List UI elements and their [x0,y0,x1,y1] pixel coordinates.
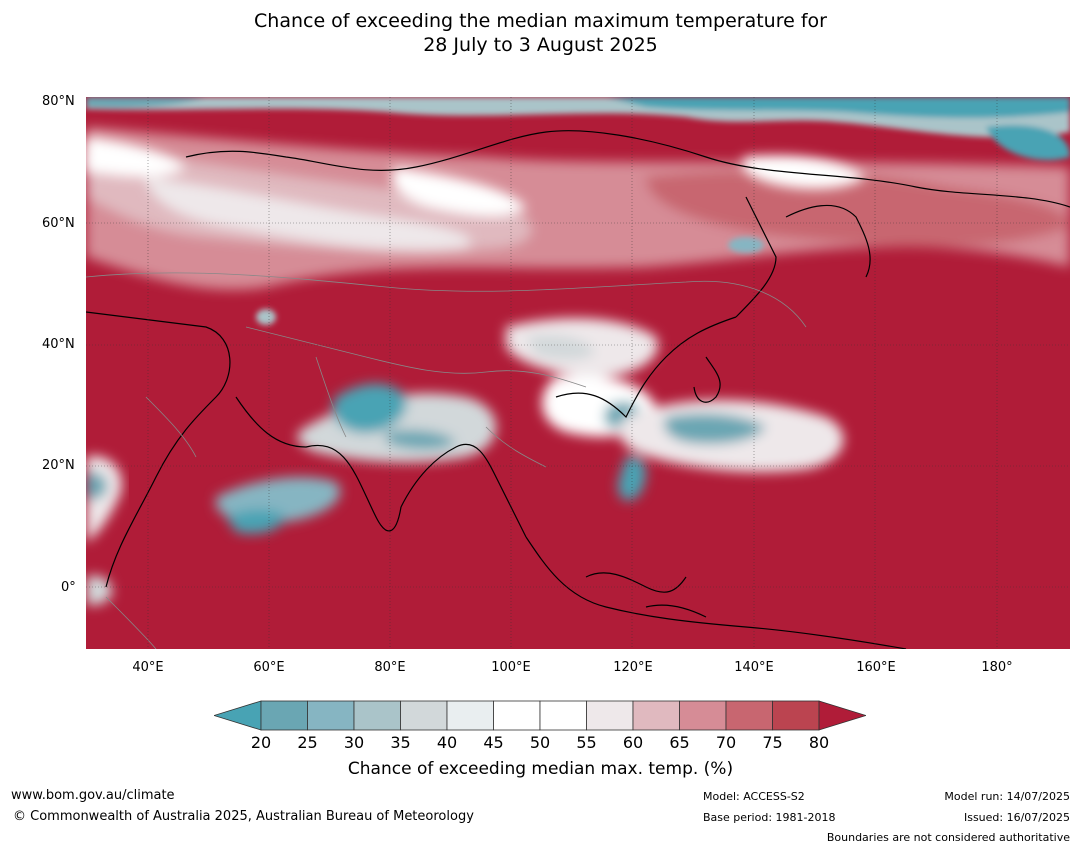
lon-label-60e: 60°E [253,660,285,675]
legend-tick-label: 70 [715,733,737,752]
model-run-date: Model run: 14/07/2025 [944,790,1070,803]
lake-feature [256,237,764,325]
map-title-line1: Chance of exceeding the median maximum t… [254,10,827,32]
map-graticule [86,97,1070,649]
legend-color-bin [307,700,355,731]
legend-color-bin [679,700,727,731]
legend-color-bin [400,700,448,731]
lon-label-120e: 120°E [613,660,653,675]
lon-label-160e: 160°E [856,660,896,675]
legend-tick-label: 80 [808,733,830,752]
lat-label-40n: 40°N [42,337,75,352]
country-borders [86,272,807,649]
legend-color-bin [539,700,587,731]
website-link[interactable]: www.bom.gov.au/climate [11,788,175,803]
probability-map [86,97,1070,649]
model-name: Model: ACCESS-S2 [703,790,805,803]
legend-tick-label: 30 [343,733,365,752]
lon-label-140e: 140°E [734,660,774,675]
legend-color-bin [260,700,308,731]
legend-tick-label: 35 [390,733,411,752]
legend-tick-label: 20 [250,733,272,752]
tibet-anomaly-region [297,383,496,463]
arabian-sea-anomaly [216,477,341,534]
lat-label-20n: 20°N [42,458,75,473]
legend-color-bin [493,700,541,731]
legend-title: Chance of exceeding median max. temp. (%… [347,759,734,779]
africa-anomaly [86,456,122,606]
legend-extend-high [818,700,866,731]
legend-colorbar [214,700,866,731]
legend-color-bin [353,700,401,731]
legend-tick-label: 45 [483,733,504,752]
lon-label-40e: 40°E [132,660,164,675]
base-period: Base period: 1981-2018 [703,811,836,824]
legend-tick-label: 25 [297,733,318,752]
lon-label-80e: 80°E [374,660,406,675]
arctic-teal-strip [86,97,1070,161]
legend-tick-label: 50 [529,733,551,752]
map-title-line2: 28 July to 3 August 2025 [423,34,658,56]
legend-color-bin [586,700,634,731]
legend-color-bin [725,700,773,731]
copyright-text: © Commonwealth of Australia 2025, Austra… [13,809,474,824]
lat-label-equator: 0° [61,580,76,595]
legend-color-bin [446,700,494,731]
east-asia-anomaly [506,318,844,501]
legend-color-bin [632,700,680,731]
legend-extend-low [214,700,262,731]
legend-tick-label: 75 [762,733,783,752]
lon-label-180: 180° [981,660,1013,675]
legend-tick-label: 60 [622,733,644,752]
siberia-neutral-zone [86,137,866,250]
boundaries-disclaimer: Boundaries are not considered authoritat… [826,831,1070,844]
lat-label-60n: 60°N [42,216,75,231]
legend-tick-label: 40 [436,733,458,752]
lat-label-80n: 80°N [42,94,75,109]
legend-tick-label: 55 [576,733,597,752]
lon-label-100e: 100°E [491,660,531,675]
issued-date: Issued: 16/07/2025 [963,811,1070,824]
coastline-outlines [86,130,1070,649]
legend-tick-label: 65 [669,733,690,752]
legend-color-bin [772,700,820,731]
